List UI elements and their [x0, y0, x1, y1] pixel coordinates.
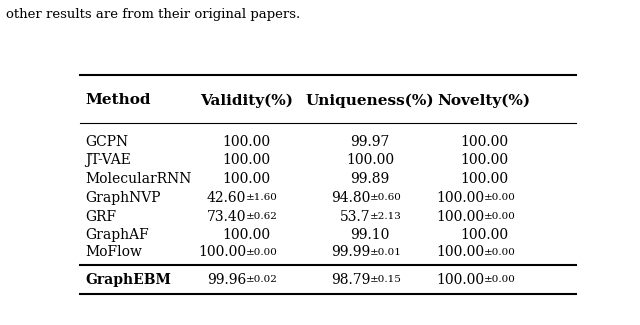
Text: 99.89: 99.89 [351, 172, 390, 186]
Text: 99.97: 99.97 [351, 135, 390, 149]
Text: JT-VAE: JT-VAE [85, 153, 131, 167]
Text: ±0.00: ±0.00 [246, 248, 278, 257]
Text: 100.00: 100.00 [436, 210, 484, 224]
Text: 100.00: 100.00 [460, 135, 508, 149]
Text: ±0.00: ±0.00 [484, 248, 516, 257]
Text: Uniqueness(%): Uniqueness(%) [306, 93, 435, 108]
Text: 100.00: 100.00 [222, 228, 270, 242]
Text: GRF: GRF [85, 210, 116, 224]
Text: ±0.60: ±0.60 [370, 193, 402, 202]
Text: GraphNVP: GraphNVP [85, 191, 161, 205]
Text: 98.79: 98.79 [331, 273, 370, 287]
Text: 100.00: 100.00 [436, 191, 484, 205]
Text: GCPN: GCPN [85, 135, 128, 149]
Text: 53.7: 53.7 [340, 210, 370, 224]
Text: Validity(%): Validity(%) [200, 93, 292, 108]
Text: other results are from their original papers.: other results are from their original pa… [6, 8, 301, 21]
Text: ±0.02: ±0.02 [246, 275, 278, 284]
Text: GraphAF: GraphAF [85, 228, 148, 242]
Text: MolecularRNN: MolecularRNN [85, 172, 191, 186]
Text: ±0.15: ±0.15 [370, 275, 402, 284]
Text: 99.10: 99.10 [351, 228, 390, 242]
Text: 100.00: 100.00 [346, 153, 394, 167]
Text: Method: Method [85, 93, 150, 107]
Text: MoFlow: MoFlow [85, 245, 142, 259]
Text: 42.60: 42.60 [207, 191, 246, 205]
Text: 100.00: 100.00 [436, 245, 484, 259]
Text: 99.96: 99.96 [207, 273, 246, 287]
Text: 100.00: 100.00 [222, 135, 270, 149]
Text: ±2.13: ±2.13 [370, 212, 402, 221]
Text: ±0.00: ±0.00 [484, 212, 516, 221]
Text: GraphEBM: GraphEBM [85, 273, 171, 287]
Text: 100.00: 100.00 [436, 273, 484, 287]
Text: ±0.00: ±0.00 [484, 193, 516, 202]
Text: 100.00: 100.00 [222, 172, 270, 186]
Text: 100.00: 100.00 [222, 153, 270, 167]
Text: ±0.62: ±0.62 [246, 212, 278, 221]
Text: 100.00: 100.00 [198, 245, 246, 259]
Text: ±0.01: ±0.01 [370, 248, 402, 257]
Text: Novelty(%): Novelty(%) [438, 93, 531, 108]
Text: 99.99: 99.99 [331, 245, 370, 259]
Text: 94.80: 94.80 [331, 191, 370, 205]
Text: ±0.00: ±0.00 [484, 275, 516, 284]
Text: 100.00: 100.00 [460, 153, 508, 167]
Text: 100.00: 100.00 [460, 172, 508, 186]
Text: 100.00: 100.00 [460, 228, 508, 242]
Text: ±1.60: ±1.60 [246, 193, 278, 202]
Text: 73.40: 73.40 [207, 210, 246, 224]
